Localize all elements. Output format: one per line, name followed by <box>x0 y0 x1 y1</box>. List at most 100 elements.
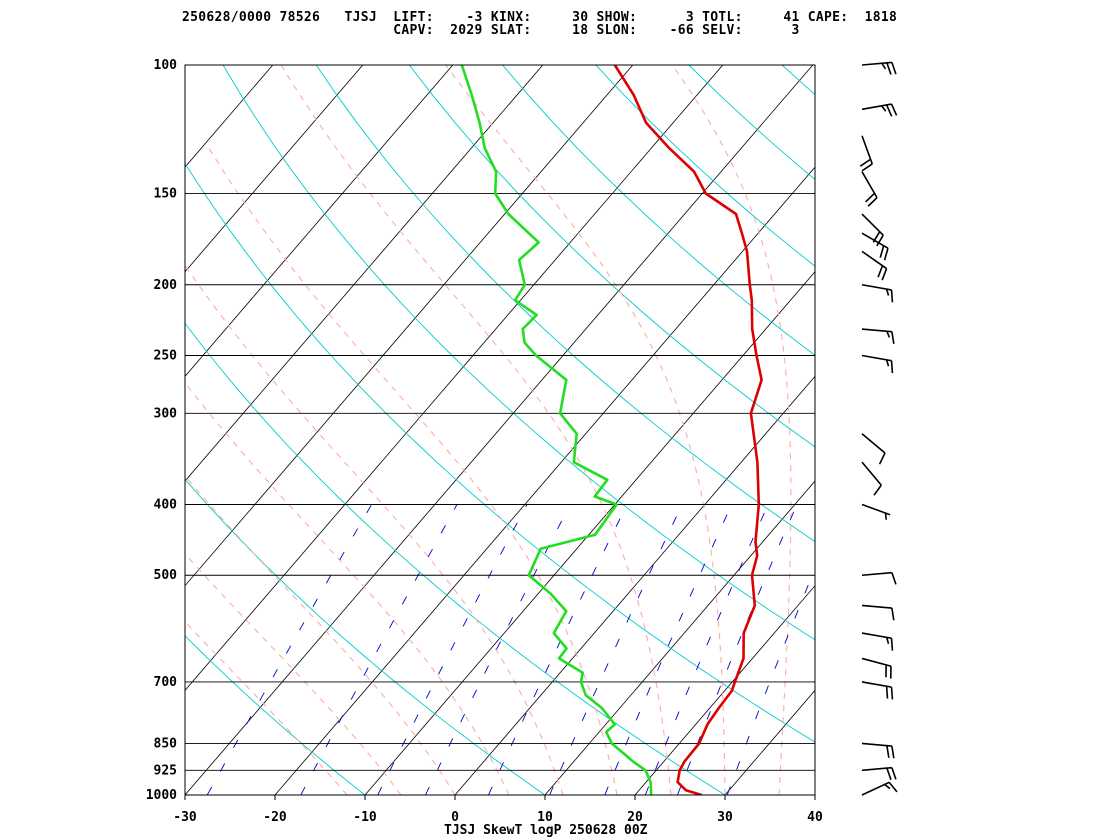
barb-flag <box>886 745 890 758</box>
barb-flag <box>859 158 871 167</box>
temperature-tick-label: 20 <box>627 810 643 825</box>
moist-adiabat <box>185 264 564 795</box>
pressure-tick-labels: 100 150 200 250 300 400 500 700 850 925 1000 <box>146 58 177 803</box>
plot-frame <box>184 64 816 796</box>
dry-adiabat <box>185 478 546 795</box>
barb-flag <box>878 452 886 465</box>
barb-flag <box>885 288 890 296</box>
isotherm <box>185 65 724 691</box>
isotherm <box>544 480 815 795</box>
isotherm <box>814 794 815 795</box>
dry-adiabat <box>315 65 815 543</box>
pressure-tick-label: 300 <box>154 406 178 421</box>
wind-barbs <box>859 61 898 796</box>
barb-flag <box>890 360 894 374</box>
dry-adiabat <box>222 65 815 641</box>
barb-staff <box>861 604 892 609</box>
dry-adiabat <box>185 322 726 795</box>
sounding-header-line1: 250628/0000 78526 TJSJ LIFT: -3 KINX: 30… <box>182 10 898 25</box>
isotherm <box>0 65 3 795</box>
barb-flag <box>886 767 892 781</box>
isotherm <box>634 585 815 795</box>
barb-flag <box>888 781 898 793</box>
moist-adiabat <box>671 65 792 795</box>
barb-staff <box>861 781 890 796</box>
temperature-tick-label: 30 <box>717 810 733 825</box>
isotherm <box>905 65 1120 795</box>
barb-flag <box>879 245 885 258</box>
isotherm <box>0 65 93 795</box>
barb-flag <box>891 745 895 759</box>
barb-flag <box>891 607 895 621</box>
isotherm <box>185 65 364 273</box>
temperature-tick-label: 40 <box>807 810 823 825</box>
wind-barb <box>861 103 898 117</box>
barb-flag <box>873 484 882 496</box>
moist-adiabat <box>280 65 672 795</box>
barb-flag <box>886 62 892 75</box>
wind-barb <box>861 250 888 281</box>
temperature-profile <box>613 65 763 795</box>
barb-flag <box>881 62 887 70</box>
barb-flag <box>865 192 876 203</box>
mixing-ratio-line <box>604 504 733 795</box>
sounding-profiles <box>460 65 763 795</box>
wind-barb <box>861 461 882 496</box>
barb-staff <box>861 250 888 270</box>
wind-barb <box>861 657 892 679</box>
barb-flag <box>884 512 888 520</box>
isotherm <box>274 166 815 795</box>
barb-flag <box>867 197 878 207</box>
wind-barb <box>861 328 895 345</box>
barb-flag <box>890 638 894 651</box>
pressure-tick-label: 925 <box>154 763 177 778</box>
wind-barb <box>861 213 884 247</box>
pressure-tick-label: 1000 <box>146 788 177 803</box>
pressure-tick-label: 150 <box>154 187 178 202</box>
barb-flag <box>885 359 890 367</box>
barb-flag <box>876 234 884 247</box>
isotherm <box>185 65 634 587</box>
barb-flag <box>890 687 894 700</box>
temperature-tick-label: 10 <box>537 810 553 825</box>
temperature-tick-label: -30 <box>173 810 197 825</box>
barb-staff <box>861 135 874 165</box>
mixing-ratio-line <box>206 504 372 795</box>
isotherm <box>724 689 815 795</box>
barb-flag <box>881 268 888 281</box>
barb-flag <box>877 265 884 278</box>
barb-staff <box>861 461 882 486</box>
pressure-tick-label: 200 <box>154 278 178 293</box>
pressure-tick-label: 400 <box>154 498 178 513</box>
isotherm <box>185 65 814 795</box>
barb-flag <box>891 767 897 780</box>
dry-adiabat <box>502 65 815 356</box>
wind-barb <box>861 781 898 796</box>
barb-flag <box>885 637 890 645</box>
mixing-ratio-line <box>644 504 769 795</box>
mixing-ratio-line <box>726 567 815 795</box>
mixing-ratio-line <box>549 504 683 795</box>
wind-barb <box>861 604 895 621</box>
moist-adiabat <box>185 381 510 795</box>
barb-flag <box>885 104 893 117</box>
wind-barb <box>859 135 874 172</box>
moist-adiabat <box>185 475 456 795</box>
isotherm <box>364 271 815 795</box>
dry-adiabat <box>781 65 815 96</box>
barb-flag <box>872 231 881 243</box>
barb-flag <box>886 330 891 338</box>
mixing-ratio-line <box>488 504 628 795</box>
barb-flag <box>885 686 889 699</box>
mixing-ratio-line <box>677 504 798 795</box>
chart-caption: TJSJ SkewT logP 250628 00Z <box>444 823 648 838</box>
moist-adiabat <box>185 620 348 795</box>
temperature-tick-label: 0 <box>451 810 459 825</box>
barb-flag <box>883 248 889 261</box>
barb-flag <box>891 62 897 75</box>
isotherm <box>454 375 815 795</box>
mixing-ratio-line <box>300 504 458 795</box>
barb-flag <box>884 783 891 790</box>
pressure-tick-label: 700 <box>154 675 178 690</box>
